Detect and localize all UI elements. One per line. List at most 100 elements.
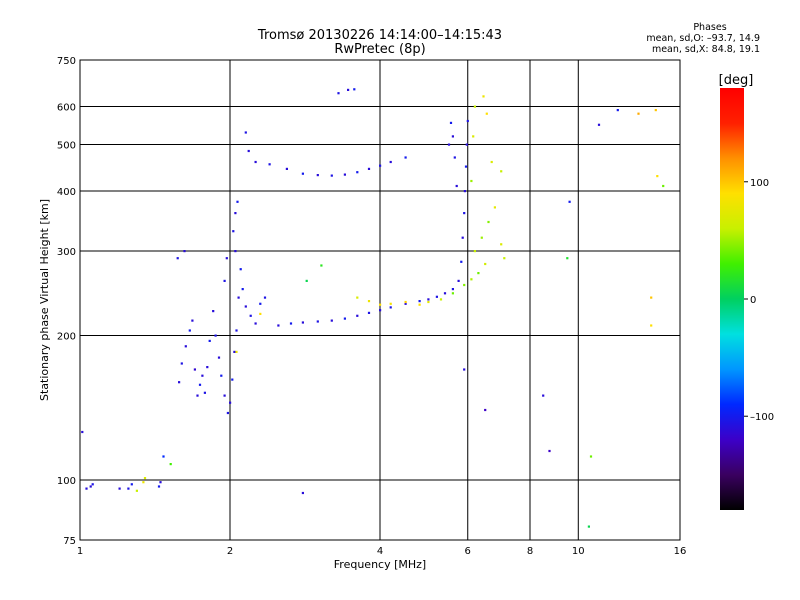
scatter-point (233, 350, 236, 353)
scatter-point (463, 212, 466, 215)
colorbar-tick-label: 0 (750, 295, 756, 306)
scatter-point (244, 131, 247, 134)
x-tick-label: 10 (572, 546, 585, 557)
scatter-point (447, 143, 451, 146)
scatter-point (127, 487, 130, 490)
y-tick-label: 400 (57, 187, 76, 198)
scatter-point (193, 368, 196, 371)
scatter-point (91, 483, 94, 486)
scatter-point (220, 374, 223, 377)
chart-subtitle: RwPretec (8p) (334, 42, 426, 57)
y-axis-label: Stationary phase Virtual Height [km] (38, 199, 51, 401)
scatter-point (389, 302, 392, 305)
scatter-point (254, 160, 257, 164)
scatter-point (180, 362, 183, 365)
scatter-point (418, 300, 421, 303)
scatter-point (367, 167, 371, 170)
scatter-point (451, 288, 454, 291)
y-tick-label: 750 (57, 56, 76, 67)
scatter-point (490, 160, 493, 164)
scatter-point (356, 171, 359, 174)
scatter-point (484, 262, 487, 266)
scatter-point (135, 489, 138, 492)
grid-lines (80, 60, 680, 540)
scatter-point (470, 278, 473, 281)
scatter-point (451, 135, 454, 138)
scatter-point (289, 322, 293, 325)
scatter-point (353, 88, 356, 91)
scatter-point (389, 306, 392, 309)
scatter-point (223, 394, 226, 397)
x-tick-label: 4 (377, 546, 383, 557)
scatter-point (470, 179, 473, 183)
scatter-point (443, 292, 447, 295)
scatter-point (89, 485, 92, 488)
scatter-point (637, 112, 640, 115)
scatter-point (463, 283, 466, 287)
plot-frame (79, 59, 681, 541)
scatter-point (650, 296, 653, 299)
scatter-point (493, 206, 496, 209)
scatter-point (449, 121, 453, 124)
x-axis-ticks: 1 2 4 6 8 10 16 (77, 546, 687, 557)
scatter-point (463, 368, 466, 371)
scatter-point (616, 109, 619, 112)
x-tick-label: 1 (77, 546, 83, 557)
phase-stats: Phases mean, sd,O: –93.7, 14.9 mean, sd,… (560, 22, 760, 55)
scatter-point (568, 200, 571, 203)
scatter-point (654, 109, 657, 112)
colorbar-ticks: 100 0 –100 (744, 178, 774, 423)
scatter-point (662, 184, 665, 188)
scatter-point (235, 329, 238, 332)
scatter-point (367, 300, 371, 303)
scatter-point (249, 314, 252, 317)
scatter-point (191, 319, 194, 322)
scatter-point (389, 160, 392, 164)
scatter-point (201, 374, 204, 377)
scatter-point (130, 483, 133, 486)
scatter-point (330, 174, 333, 177)
scatter-point (184, 345, 187, 348)
scatter-point (208, 339, 211, 342)
scatter-point (503, 257, 506, 260)
scatter-point (198, 383, 202, 386)
y-tick-label: 200 (57, 332, 76, 343)
scatter-point (455, 184, 458, 188)
scatter-point (465, 143, 468, 146)
x-axis-label: Frequency [MHz] (334, 558, 426, 571)
y-tick-label: 75 (63, 536, 76, 547)
scatter-point (418, 303, 421, 306)
scatter-point (451, 292, 454, 295)
scatter-point (460, 260, 463, 263)
scatter-point (330, 319, 333, 322)
scatter-point (542, 394, 545, 397)
scatter-point (650, 324, 653, 327)
scatter-point (466, 119, 469, 123)
scatter-point (597, 123, 601, 126)
phase-stats-x: mean, sd,X: 84.8, 19.1 (651, 44, 760, 55)
scatter-point (247, 149, 250, 153)
y-tick-label: 100 (57, 476, 76, 487)
scatter-point (472, 135, 475, 138)
scatter-point (473, 105, 476, 108)
scatter-point (343, 173, 346, 176)
scatter-point (263, 296, 267, 299)
scatter-point (457, 279, 460, 282)
colorbar-label: [deg] (719, 73, 754, 88)
scatter-point (482, 95, 485, 98)
x-tick-label: 8 (527, 546, 533, 557)
phase-stats-heading: Phases (693, 22, 727, 33)
scatter-point (285, 167, 288, 170)
colorbar-tick-label: 100 (750, 178, 769, 189)
scatter-point (268, 163, 271, 166)
scatter-point (229, 401, 232, 404)
scatter-point (254, 322, 257, 325)
scatter-point (367, 311, 371, 314)
scatter-point (566, 257, 569, 260)
scatter-point (244, 305, 247, 308)
scatter-point (143, 477, 147, 480)
scatter-point (404, 156, 407, 159)
colorbar: [deg] 100 0 –100 (719, 73, 774, 510)
